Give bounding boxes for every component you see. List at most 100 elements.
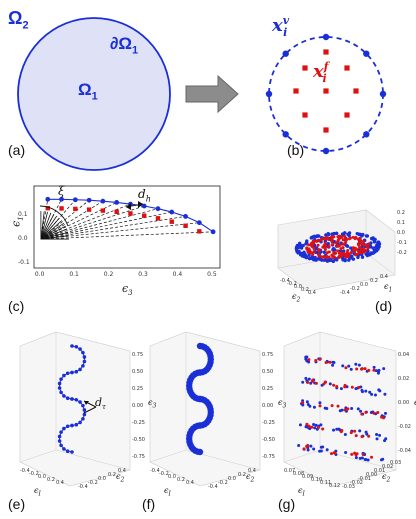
- blue-point: [318, 401, 322, 405]
- xi-label: ξ: [58, 184, 65, 198]
- blue-point: [322, 250, 327, 254]
- blue-point: [59, 377, 63, 381]
- tick-label: -0.4: [78, 484, 88, 490]
- blue-point: [100, 198, 106, 204]
- tick-label: 0.08: [293, 471, 305, 477]
- blue-point: [70, 370, 74, 375]
- red-point: [328, 360, 332, 364]
- blue-point: [78, 347, 82, 351]
- tick-label: -0.04: [398, 448, 411, 454]
- red-point: [367, 368, 371, 372]
- blue-point: [313, 258, 318, 262]
- tick-label: -0.4: [208, 484, 218, 490]
- blue-point: [65, 371, 70, 376]
- tick-label: -0.2: [397, 250, 407, 256]
- transform-arrow: [185, 74, 239, 114]
- blue-point: [314, 423, 318, 427]
- blue-point: [376, 247, 380, 251]
- blue-point: [65, 449, 70, 454]
- blue-point: [349, 246, 353, 250]
- blue-point: [359, 409, 363, 413]
- blue-point: [308, 404, 312, 408]
- blue-point: [309, 444, 313, 448]
- panel-d-label: (d): [375, 298, 393, 314]
- tick-label: 0.1: [397, 220, 405, 226]
- red-point: [142, 213, 147, 218]
- blue-point: [358, 232, 362, 237]
- blue-point: [306, 448, 310, 452]
- fan-ray: [40, 220, 63, 240]
- tick-label: 0.4: [186, 480, 194, 486]
- blue-point: [311, 235, 315, 239]
- tick-label: 0.00: [262, 403, 274, 409]
- blue-point: [360, 456, 364, 460]
- xi-angle-arc: [39, 205, 69, 227]
- vertex-point-label: xvi: [272, 14, 290, 39]
- red-point: [336, 238, 340, 242]
- blue-point: [74, 344, 79, 349]
- red-point: [380, 415, 384, 419]
- blue-point: [363, 458, 367, 462]
- blue-point: [74, 369, 79, 374]
- blue-point: [57, 381, 62, 386]
- red-point: [311, 378, 315, 382]
- tick-label: 0.2: [301, 287, 309, 293]
- tick-label: -0.75: [262, 454, 275, 460]
- red-point: [349, 251, 353, 255]
- blue-point: [357, 363, 361, 367]
- red-point: [363, 367, 367, 371]
- blue-point: [383, 392, 387, 396]
- blue-point: [65, 396, 70, 401]
- blue-point: [78, 367, 82, 372]
- red-point: [340, 251, 344, 255]
- tick-label: -0.01: [358, 476, 371, 482]
- tick-label: -0.75: [132, 454, 145, 460]
- blue-point: [370, 392, 374, 396]
- red-point: [339, 247, 343, 251]
- red-point: [346, 255, 350, 259]
- red-point: [301, 401, 305, 405]
- fan-line: [40, 211, 172, 240]
- red-point: [197, 229, 202, 234]
- fan-ray: [40, 215, 58, 240]
- blue-point: [360, 255, 365, 259]
- fan-line: [40, 205, 145, 240]
- panel-g-label: (g): [278, 496, 296, 512]
- fan-line: [40, 202, 117, 240]
- tick-label: 0.4: [56, 480, 64, 486]
- tick-label: -0.2: [29, 471, 39, 477]
- red-point: [367, 434, 371, 438]
- blue-point: [337, 427, 341, 431]
- red-point: [359, 367, 363, 371]
- blue-point: [377, 388, 381, 392]
- tick-label: 0.2: [108, 472, 116, 478]
- blue-point: [312, 447, 316, 451]
- blue-point: [169, 209, 175, 215]
- red-point: [359, 239, 363, 243]
- vertex-point: [282, 50, 289, 57]
- tick-label: 0.0: [397, 230, 405, 236]
- red-point: [343, 408, 347, 412]
- red-point: [305, 247, 309, 251]
- blue-point: [369, 236, 374, 241]
- red-point: [319, 255, 323, 259]
- red-point: [330, 253, 334, 257]
- red-point: [349, 431, 353, 435]
- fan-ray: [40, 235, 69, 240]
- blue-point: [355, 231, 359, 236]
- vertex-point: [282, 131, 289, 138]
- red-point: [348, 237, 352, 241]
- panel-g-xlabel: ϵI: [298, 486, 305, 498]
- blue-point: [350, 254, 354, 259]
- tick-label: -0.2: [159, 471, 169, 477]
- blue-point: [334, 231, 339, 236]
- blue-point: [382, 367, 386, 371]
- red-point: [365, 245, 369, 249]
- tick-label: 0.03: [390, 460, 402, 466]
- panel-d-ylabel: ϵ1: [384, 282, 393, 294]
- blue-point: [298, 243, 303, 248]
- blue-point: [375, 433, 379, 437]
- blue-point: [62, 426, 66, 431]
- red-point: [353, 246, 357, 250]
- blue-point: [62, 394, 66, 398]
